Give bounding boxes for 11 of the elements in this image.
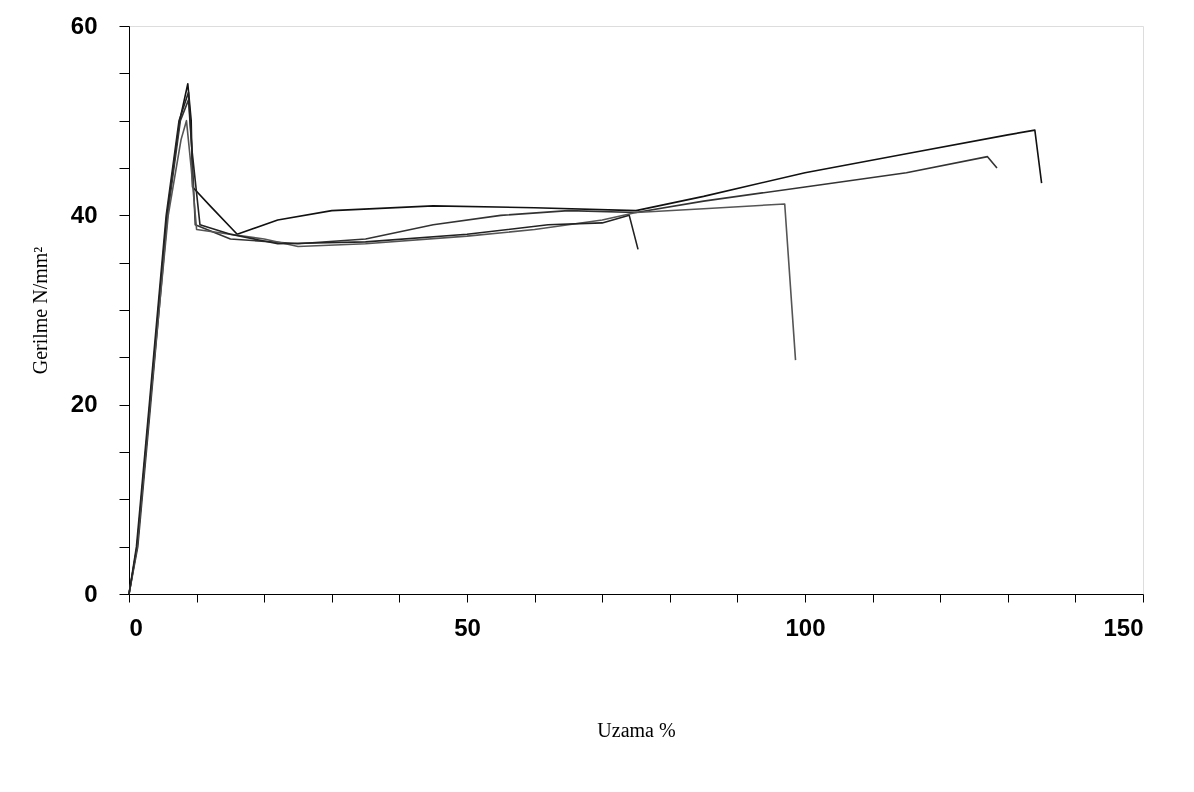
y-tick-label: 20	[70, 390, 98, 418]
x-tick-label: 150	[1103, 613, 1144, 641]
y-tick-label: 60	[70, 11, 98, 39]
x-tick-label: 100	[785, 613, 826, 641]
y-axis-title: Gerilme N/mm²	[28, 246, 51, 375]
x-axis-title: Uzama %	[597, 718, 676, 741]
x-tick-label: 0	[129, 613, 143, 641]
y-tick-label: 0	[84, 579, 98, 607]
line-series	[128, 91, 639, 595]
x-tick-label: 50	[454, 613, 481, 641]
y-tick-label: 40	[70, 200, 98, 228]
